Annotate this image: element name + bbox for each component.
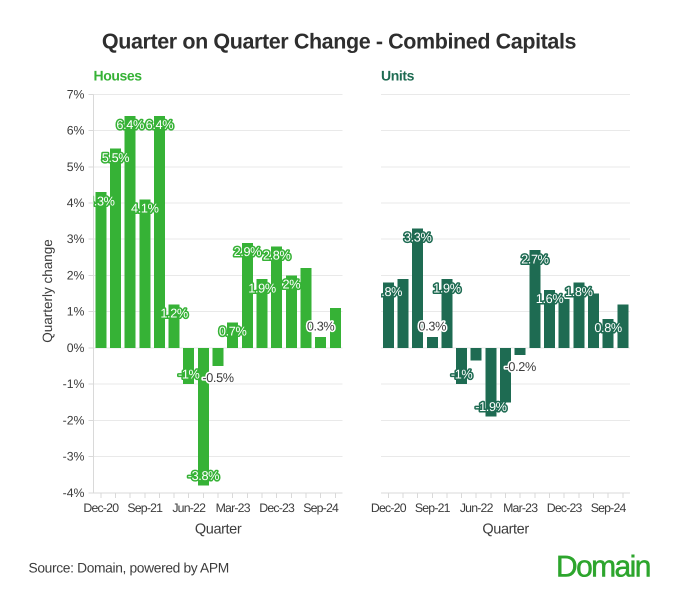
- svg-text:Units: Units: [381, 68, 415, 84]
- svg-text:6.4%: 6.4%: [116, 118, 144, 132]
- svg-text:-0.5%: -0.5%: [202, 371, 233, 385]
- svg-text:Dec-23: Dec-23: [547, 501, 583, 515]
- svg-text:7%: 7%: [67, 87, 85, 101]
- svg-text:0.8%: 0.8%: [594, 321, 622, 335]
- svg-text:3%: 3%: [67, 232, 85, 246]
- svg-text:1.2%: 1.2%: [160, 307, 188, 321]
- svg-text:Jun-22: Jun-22: [172, 501, 206, 515]
- svg-text:2%: 2%: [67, 268, 85, 282]
- svg-text:0.7%: 0.7%: [219, 325, 247, 339]
- svg-text:-1%: -1%: [63, 377, 85, 391]
- svg-text:Sep-24: Sep-24: [591, 501, 627, 515]
- svg-text:5%: 5%: [67, 160, 85, 174]
- svg-text:Mar-23: Mar-23: [216, 501, 251, 515]
- svg-text:6%: 6%: [67, 124, 85, 138]
- svg-text:Dec-20: Dec-20: [371, 501, 407, 515]
- svg-text:1.8%: 1.8%: [375, 285, 403, 299]
- svg-text:Houses: Houses: [94, 68, 143, 84]
- svg-text:Domain: Domain: [556, 551, 650, 584]
- svg-text:Quarter: Quarter: [482, 522, 529, 538]
- svg-text:Dec-23: Dec-23: [259, 501, 295, 515]
- svg-text:Sep-21: Sep-21: [415, 501, 451, 515]
- svg-text:Mar-23: Mar-23: [503, 501, 538, 515]
- svg-text:-1.9%: -1.9%: [475, 400, 506, 414]
- svg-text:2.9%: 2.9%: [234, 245, 262, 259]
- svg-text:Source: Domain, powered by APM: Source: Domain, powered by APM: [29, 560, 229, 575]
- svg-text:1.9%: 1.9%: [248, 281, 276, 295]
- svg-text:Quarter: Quarter: [195, 522, 242, 538]
- svg-text:-3%: -3%: [63, 450, 85, 464]
- svg-text:-3.8%: -3.8%: [188, 469, 219, 483]
- svg-text:-4%: -4%: [63, 486, 85, 500]
- svg-text:1.8%: 1.8%: [565, 285, 593, 299]
- svg-text:1%: 1%: [67, 305, 85, 319]
- svg-text:0.3%: 0.3%: [307, 320, 335, 334]
- svg-text:-0.2%: -0.2%: [504, 360, 535, 374]
- svg-text:5.5%: 5.5%: [102, 151, 130, 165]
- svg-text:-1%: -1%: [178, 367, 200, 381]
- svg-text:2%: 2%: [282, 278, 300, 292]
- svg-text:0.3%: 0.3%: [419, 320, 447, 334]
- svg-text:2.8%: 2.8%: [263, 249, 291, 263]
- svg-text:4%: 4%: [67, 196, 85, 210]
- svg-text:Quarter on Quarter Change - Co: Quarter on Quarter Change - Combined Cap…: [102, 30, 577, 54]
- svg-text:6.4%: 6.4%: [146, 118, 174, 132]
- svg-text:2.7%: 2.7%: [521, 252, 549, 266]
- svg-text:1.6%: 1.6%: [536, 292, 564, 306]
- svg-text:Sep-21: Sep-21: [127, 501, 163, 515]
- svg-text:3.3%: 3.3%: [404, 231, 432, 245]
- svg-text:-2%: -2%: [63, 413, 85, 427]
- svg-text:Sep-24: Sep-24: [303, 501, 339, 515]
- svg-text:4.1%: 4.1%: [131, 202, 159, 216]
- svg-text:Quarterly change: Quarterly change: [40, 239, 55, 343]
- svg-text:1.9%: 1.9%: [433, 281, 461, 295]
- svg-text:0%: 0%: [67, 341, 85, 355]
- svg-text:4.3%: 4.3%: [87, 194, 115, 208]
- svg-text:-1%: -1%: [451, 367, 473, 381]
- svg-text:Dec-20: Dec-20: [83, 501, 119, 515]
- svg-text:Jun-22: Jun-22: [460, 501, 494, 515]
